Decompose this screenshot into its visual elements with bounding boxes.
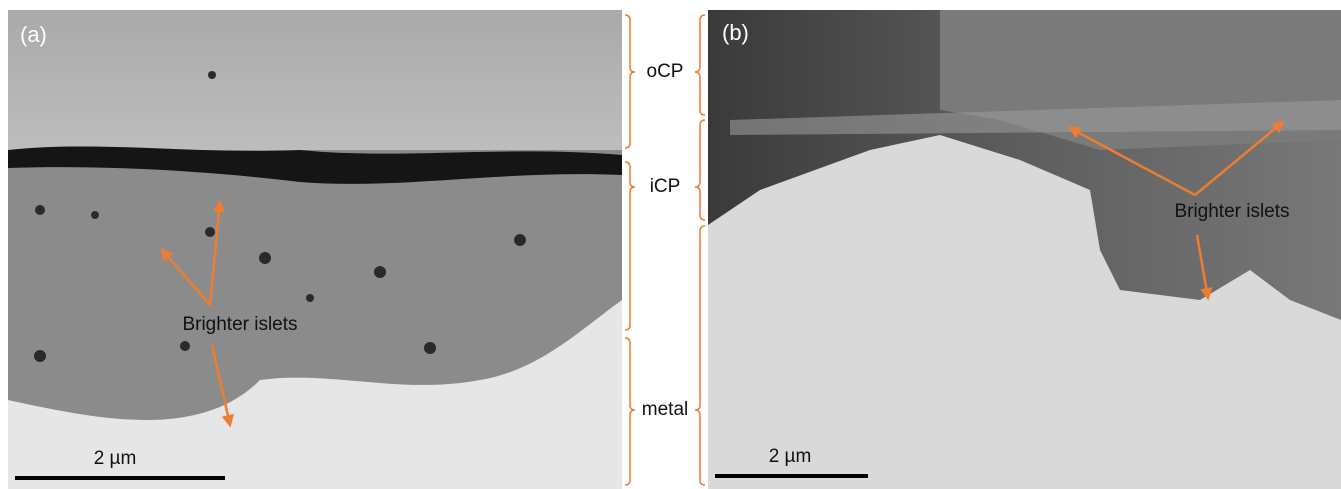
arrow [160, 248, 211, 306]
bracket [694, 225, 706, 486]
scale-label: 2 µm [769, 446, 812, 467]
bracket [624, 161, 636, 331]
layer-brackets: oCP iCP metal [624, 14, 706, 486]
metal-region [708, 135, 1341, 489]
ocp-region [8, 10, 622, 150]
layer-label: iCP [650, 176, 681, 197]
bracket [694, 119, 706, 221]
crack [8, 146, 622, 184]
metal-region [8, 300, 622, 489]
arrow [208, 199, 226, 306]
bracket [624, 337, 636, 486]
arrow [210, 344, 234, 428]
islet-band [730, 100, 1341, 135]
bracket [624, 14, 636, 149]
panel-a: (a) Brighter islets 2 µm [8, 10, 622, 489]
arrow [1067, 126, 1196, 197]
arrow [1195, 234, 1213, 301]
panel-b: (b) Brighter islets 2 µm [708, 10, 1341, 489]
annotation: Brighter islets [1174, 201, 1289, 222]
panel-label: (a) [20, 22, 47, 47]
scale-label: 2 µm [94, 448, 137, 469]
layer-label: metal [642, 399, 688, 420]
annotation: Brighter islets [182, 314, 297, 335]
pores [34, 71, 526, 362]
arrow [1194, 120, 1285, 196]
bracket [694, 14, 706, 116]
layer-label: oCP [647, 61, 684, 82]
panel-label: (b) [722, 20, 749, 45]
